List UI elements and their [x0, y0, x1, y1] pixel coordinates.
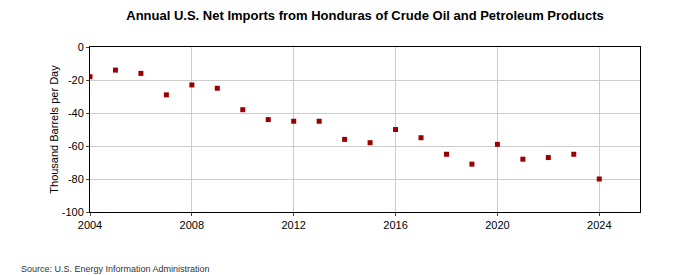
- svg-text:2020: 2020: [485, 219, 509, 231]
- svg-text:-20: -20: [68, 74, 84, 86]
- svg-text:-100: -100: [62, 206, 84, 218]
- svg-text:0: 0: [78, 41, 84, 53]
- svg-text:Annual U.S. Net Imports from H: Annual U.S. Net Imports from Honduras of…: [126, 8, 603, 23]
- svg-text:2024: 2024: [587, 219, 611, 231]
- svg-text:2016: 2016: [383, 219, 407, 231]
- svg-text:2004: 2004: [78, 219, 102, 231]
- svg-text:-40: -40: [68, 107, 84, 119]
- svg-text:Source: U.S. Energy Informatio: Source: U.S. Energy Information Administ…: [21, 264, 210, 274]
- svg-text:-80: -80: [68, 173, 84, 185]
- svg-text:2008: 2008: [180, 219, 204, 231]
- svg-text:-60: -60: [68, 140, 84, 152]
- svg-text:Thousand Barrels per Day: Thousand Barrels per Day: [48, 65, 60, 194]
- svg-text:2012: 2012: [281, 219, 305, 231]
